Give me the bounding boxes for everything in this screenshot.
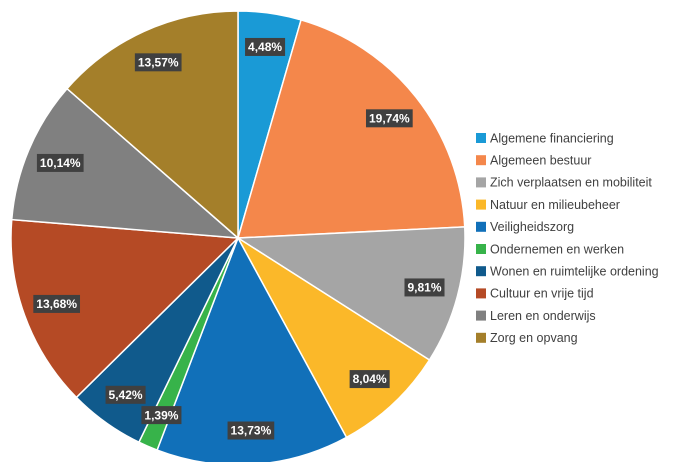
data-label-box bbox=[365, 109, 413, 128]
data-label: 4,48% bbox=[245, 37, 286, 56]
legend-label: Algemeen bestuur bbox=[490, 153, 591, 167]
data-label-box bbox=[105, 385, 146, 404]
data-label-box bbox=[33, 294, 81, 313]
data-label-box bbox=[36, 153, 84, 172]
data-label-text: 4,48% bbox=[248, 40, 282, 54]
legend-swatch bbox=[476, 155, 486, 166]
data-label-text: 9,81% bbox=[407, 281, 441, 295]
data-label: 13,73% bbox=[227, 421, 275, 440]
legend-swatch bbox=[476, 177, 486, 188]
data-label: 13,68% bbox=[33, 294, 81, 313]
data-label-box bbox=[245, 37, 286, 56]
legend-label: Cultuur en vrije tijd bbox=[490, 287, 594, 301]
data-label: 1,39% bbox=[141, 406, 182, 425]
data-label-box bbox=[404, 278, 445, 297]
legend-swatch bbox=[476, 244, 486, 254]
legend-swatch bbox=[476, 332, 486, 343]
legend-swatch bbox=[476, 266, 486, 277]
data-label-text: 8,04% bbox=[353, 372, 387, 386]
pie-slice bbox=[66, 10, 239, 240]
legend-label: Natuur en milieubeheer bbox=[490, 198, 620, 212]
data-label-box bbox=[349, 370, 390, 389]
data-label-text: 13,57% bbox=[138, 55, 179, 69]
data-label-text: 10,14% bbox=[40, 156, 81, 170]
legend-swatch bbox=[476, 133, 486, 143]
pie-slice bbox=[10, 218, 240, 399]
legend-label: Veiligheidszorg bbox=[490, 220, 574, 234]
data-label-text: 1,39% bbox=[144, 408, 178, 422]
legend-swatch bbox=[476, 310, 486, 321]
data-label: 8,04% bbox=[349, 370, 390, 389]
legend-swatch bbox=[476, 199, 486, 210]
legend-label: Ondernemen en werken bbox=[490, 242, 624, 256]
pie-slice bbox=[236, 19, 466, 239]
data-label: 13,57% bbox=[134, 53, 182, 72]
data-label-box bbox=[134, 53, 182, 72]
data-label-box bbox=[227, 421, 275, 440]
data-label-box bbox=[141, 406, 182, 425]
pie-slice bbox=[156, 236, 348, 462]
legend-label: Algemene financiering bbox=[490, 131, 614, 145]
legend-label: Zorg en opvang bbox=[490, 331, 578, 345]
pie-slice bbox=[235, 226, 466, 362]
legend-swatch bbox=[476, 288, 486, 299]
legend-label: Wonen en ruimtelijke ordening bbox=[490, 264, 659, 278]
legend-label: Leren en onderwijs bbox=[490, 309, 596, 323]
data-label: 5,42% bbox=[105, 385, 146, 404]
data-label-text: 13,68% bbox=[36, 297, 77, 311]
data-label: 19,74% bbox=[365, 109, 413, 128]
legend-swatch bbox=[476, 221, 486, 232]
data-label: 9,81% bbox=[404, 278, 445, 297]
data-label-text: 19,74% bbox=[369, 111, 410, 125]
data-label-text: 13,73% bbox=[231, 424, 272, 438]
pie-slice bbox=[10, 87, 241, 239]
data-label-text: 5,42% bbox=[109, 388, 143, 402]
legend-label: Zich verplaatsen en mobiliteit bbox=[490, 176, 652, 190]
data-label: 10,14% bbox=[36, 153, 84, 172]
